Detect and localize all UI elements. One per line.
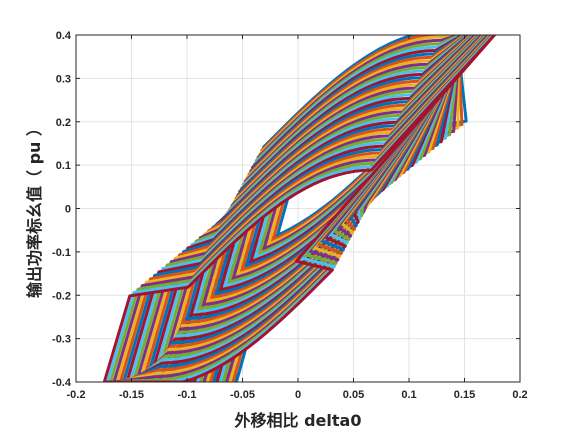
y-tick-label: -0.1 (52, 247, 71, 259)
series-group (102, 35, 496, 382)
y-tick-label: 0.4 (56, 30, 72, 42)
y-tick-label: -0.3 (52, 334, 71, 346)
y-tick-label: -0.4 (52, 377, 72, 389)
x-tick-label: 0.05 (343, 389, 364, 401)
x-tick-label: -0.15 (119, 389, 144, 401)
series-curve (102, 35, 496, 382)
y-axis-label: 输出功率标幺值（ pu ） (25, 120, 44, 298)
x-tick-labels: -0.2 -0.15 -0.1 -0.05 0 0.05 0.1 0.15 0.2 (67, 389, 528, 401)
y-tick-label: 0.3 (56, 73, 71, 85)
x-tick-label: -0.1 (178, 389, 197, 401)
x-tick-label: 0.15 (454, 389, 475, 401)
x-tick-label: 0 (295, 389, 301, 401)
x-tick-label: 0.1 (401, 389, 416, 401)
x-axis-label: 外移相比 delta0 (234, 411, 362, 430)
y-tick-label: 0.1 (56, 160, 71, 172)
x-tick-label: -0.05 (230, 389, 255, 401)
y-tick-labels: -0.4 -0.3 -0.2 -0.1 0 0.1 0.2 0.3 0.4 (52, 30, 72, 389)
y-tick-label: -0.2 (52, 290, 71, 302)
y-tick-label: 0 (65, 204, 71, 216)
y-tick-label: 0.2 (56, 117, 71, 129)
x-tick-label: 0.2 (512, 389, 527, 401)
tick-marks (75, 34, 521, 383)
x-tick-label: -0.2 (67, 389, 86, 401)
